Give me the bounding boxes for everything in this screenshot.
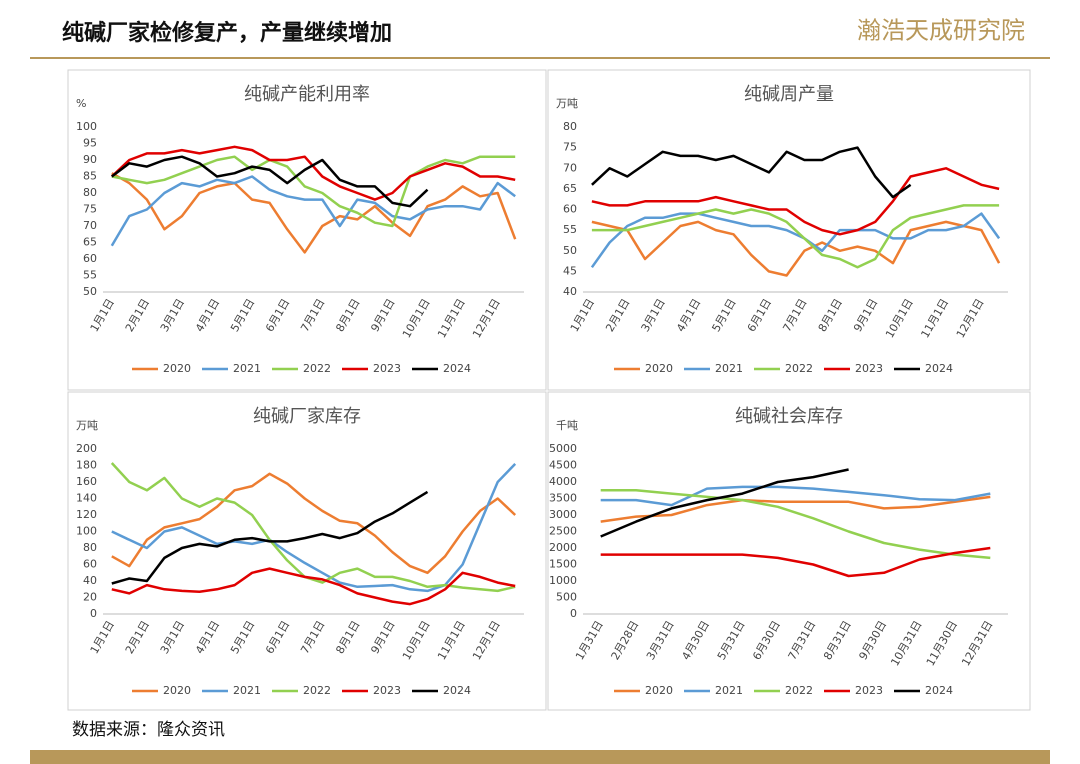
y-tick-label: 100 (76, 120, 97, 133)
legend-label: 2022 (303, 684, 331, 697)
series-line (111, 490, 429, 585)
footer-bar (30, 750, 1050, 764)
series-line (600, 489, 991, 560)
y-tick-label: 60 (83, 558, 97, 571)
y-tick-label: 75 (563, 141, 577, 154)
y-tick-label: 4500 (549, 459, 577, 472)
y-tick-label: 70 (563, 161, 577, 174)
y-tick-label: 60 (83, 252, 97, 265)
series-line (591, 220, 1001, 277)
y-tick-label: 20 (83, 591, 97, 604)
legend-label: 2024 (443, 684, 471, 697)
legend-label: 2020 (645, 362, 673, 375)
logo: 瀚浩天成研究院 (857, 17, 1025, 45)
y-tick-label: 40 (83, 574, 97, 587)
y-unit: 万吨 (76, 419, 98, 432)
y-tick-label: 70 (83, 219, 97, 232)
legend-label: 2023 (373, 684, 401, 697)
chart-title: 纯碱产能利用率 (244, 84, 370, 105)
y-tick-label: 140 (76, 492, 97, 505)
y-tick-label: 55 (563, 223, 577, 236)
legend-label: 2022 (785, 684, 813, 697)
y-tick-label: 0 (90, 607, 97, 620)
y-tick-label: 0 (570, 607, 577, 620)
series-line (111, 155, 429, 208)
series-line (600, 546, 991, 578)
y-tick-label: 80 (83, 186, 97, 199)
legend-label: 2023 (855, 684, 883, 697)
legend-label: 2021 (233, 684, 261, 697)
y-tick-label: 1000 (549, 574, 577, 587)
chart-title: 纯碱厂家库存 (253, 406, 361, 427)
chart-panel (67, 391, 547, 711)
series-line (600, 485, 991, 507)
y-tick-label: 65 (83, 236, 97, 249)
y-tick-label: 100 (76, 525, 97, 538)
legend-label: 2022 (785, 362, 813, 375)
y-tick-label: 180 (76, 459, 97, 472)
y-tick-label: 160 (76, 475, 97, 488)
y-tick-label: 2500 (549, 525, 577, 538)
y-tick-label: 55 (83, 269, 97, 282)
series-line (600, 468, 849, 538)
y-tick-label: 200 (76, 442, 97, 455)
series-line (590, 212, 1001, 269)
y-tick-label: 65 (563, 182, 577, 195)
y-tick-label: 2000 (549, 541, 577, 554)
y-tick-label: 85 (83, 170, 97, 183)
series-line (591, 204, 1000, 269)
y-tick-label: 120 (76, 508, 97, 521)
series-line (111, 567, 516, 606)
y-tick-label: 3500 (549, 492, 577, 505)
legend-label: 2024 (925, 684, 953, 697)
y-tick-label: 4000 (549, 475, 577, 488)
y-tick-label: 3000 (549, 508, 577, 521)
series-line (591, 167, 1000, 236)
legend-label: 2024 (443, 362, 471, 375)
y-tick-label: 90 (83, 153, 97, 166)
legend-label: 2021 (715, 362, 743, 375)
y-tick-label: 45 (563, 264, 577, 277)
y-tick-label: 500 (556, 591, 577, 604)
legend-label: 2020 (163, 684, 191, 697)
legend-label: 2021 (715, 684, 743, 697)
y-tick-label: 80 (83, 541, 97, 554)
legend-label: 2023 (373, 362, 401, 375)
chart-panel (547, 391, 1031, 711)
y-tick-label: 40 (563, 285, 577, 298)
y-tick-label: 5000 (549, 442, 577, 455)
series-line (111, 155, 516, 228)
y-tick-label: 95 (83, 137, 97, 150)
y-tick-label: 75 (83, 203, 97, 216)
legend-label: 2021 (233, 362, 261, 375)
chart-title: 纯碱周产量 (744, 84, 834, 105)
y-tick-label: 60 (563, 203, 577, 216)
chart-title: 纯碱社会库存 (735, 406, 843, 427)
y-unit: 千吨 (556, 419, 578, 432)
page-title: 纯碱厂家检修复产，产量继续增加 (62, 20, 392, 46)
series-line (110, 175, 516, 247)
series-line (600, 495, 991, 523)
y-tick-label: 50 (563, 244, 577, 257)
legend-label: 2020 (163, 362, 191, 375)
source: 数据来源：隆众资讯 (72, 720, 225, 740)
y-tick-label: 80 (563, 120, 577, 133)
legend-label: 2024 (925, 362, 953, 375)
series-line (111, 172, 517, 254)
series-line (591, 146, 912, 199)
legend-label: 2020 (645, 684, 673, 697)
chart-panel (67, 69, 547, 391)
legend-label: 2023 (855, 362, 883, 375)
y-unit: % (76, 97, 86, 110)
series-line (111, 463, 517, 593)
series-line (111, 472, 517, 575)
y-tick-label: 1500 (549, 558, 577, 571)
legend-label: 2022 (303, 362, 331, 375)
y-unit: 万吨 (556, 97, 578, 110)
series-line (110, 145, 516, 201)
y-tick-label: 50 (83, 285, 97, 298)
